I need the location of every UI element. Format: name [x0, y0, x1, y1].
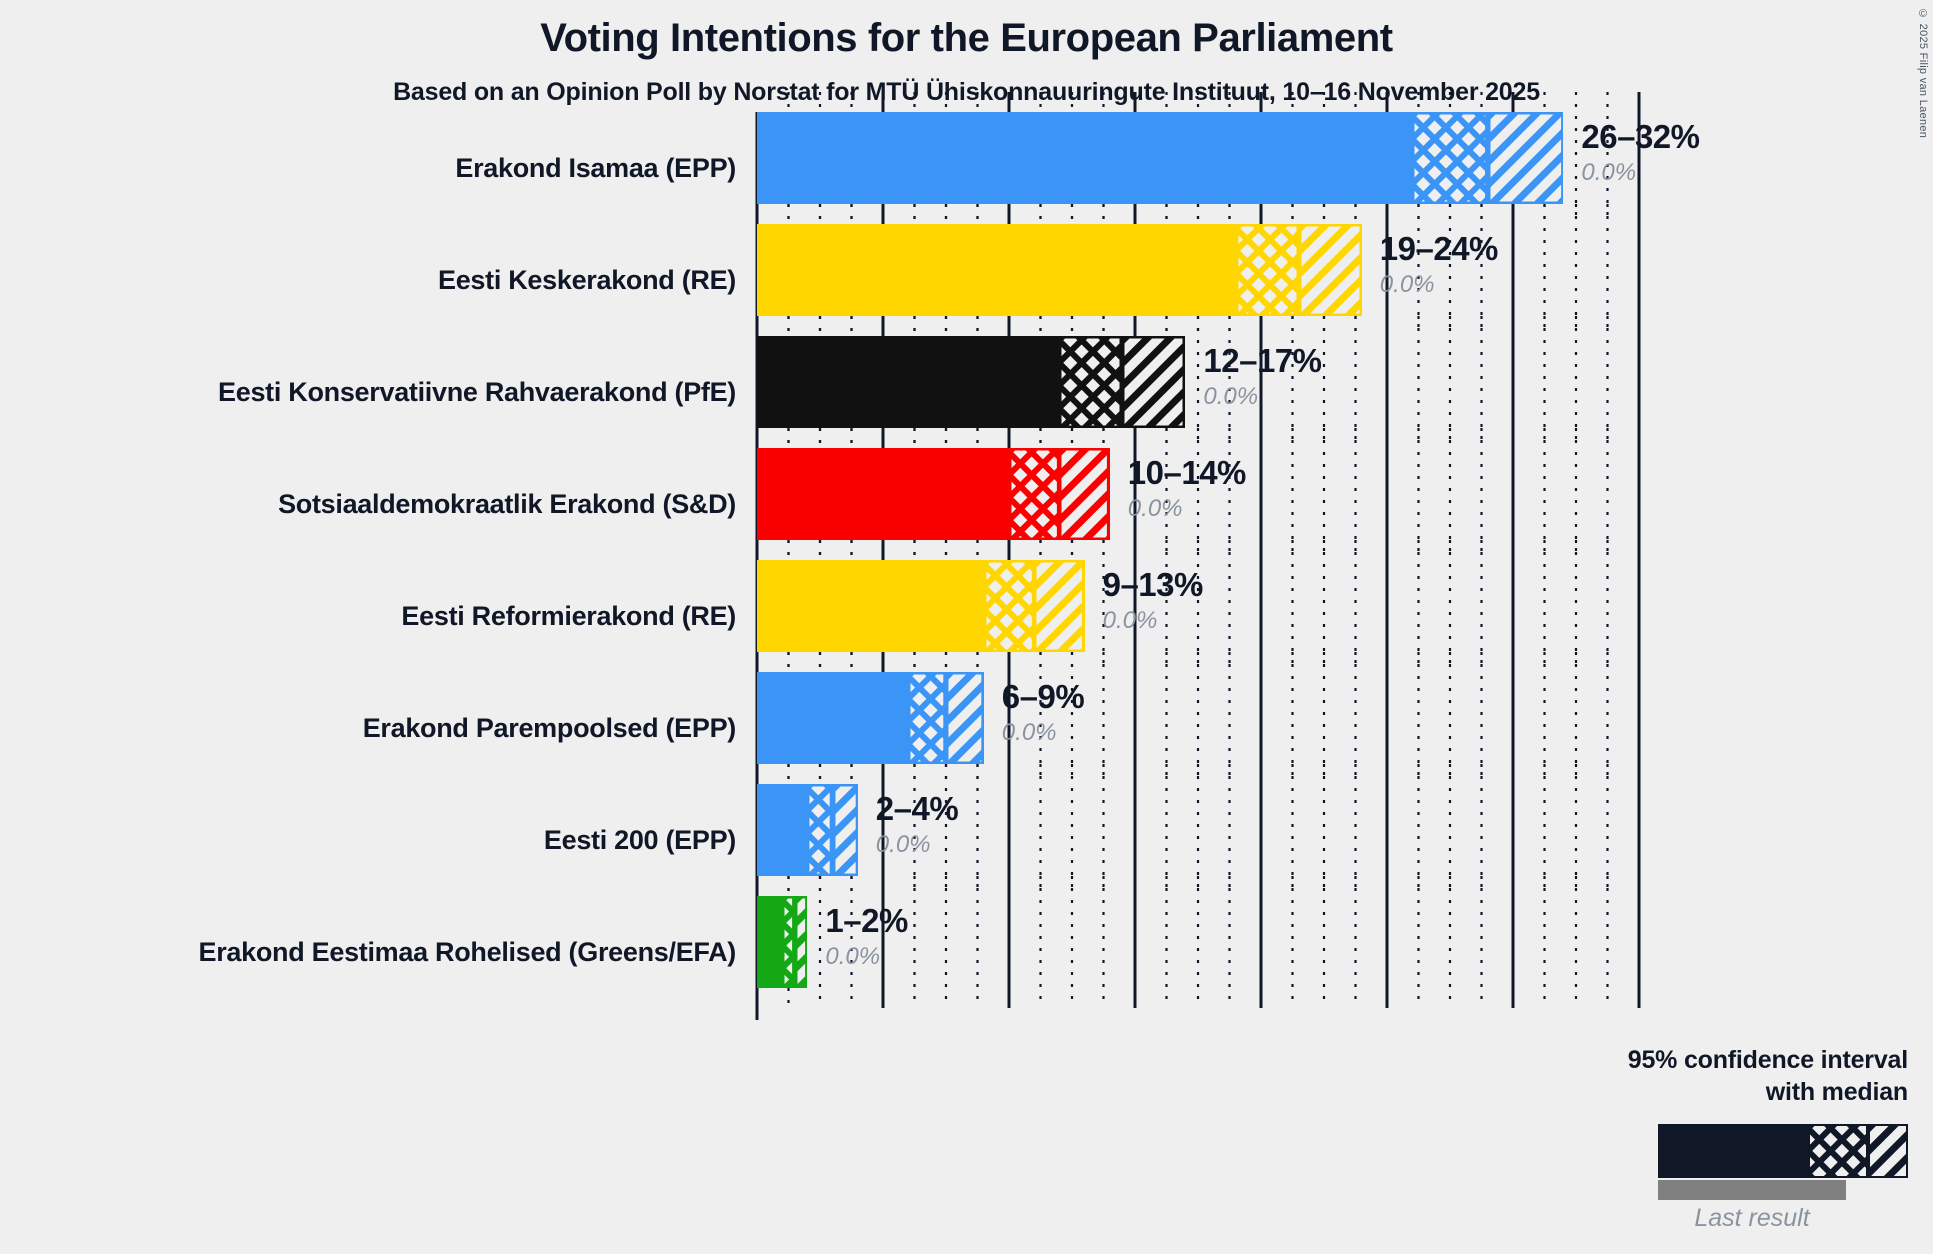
bar-segment-to-median	[1233, 221, 1302, 319]
last-result-value: 0.0%	[1001, 719, 1057, 746]
bar-segment-lower-bound	[757, 448, 1009, 540]
bar-segment-upper-bound	[792, 893, 810, 991]
value-labels: 1–2% 0.0%	[825, 900, 908, 972]
interval-range-label: 9–13%	[1102, 566, 1204, 603]
value-labels: 10–14% 0.0%	[1127, 452, 1247, 524]
bar-row: Eesti Keskerakond (RE) 19–24% 0.0%	[0, 221, 1933, 336]
bar-segment-lower-bound	[757, 672, 909, 764]
bar-segment-to-median	[779, 893, 798, 991]
legend-caption-line2: with median	[1765, 1078, 1908, 1106]
confidence-interval-bar	[757, 781, 861, 879]
confidence-interval-bar	[757, 221, 1365, 319]
bar-row: Eesti 200 (EPP) 2–4% 0.0%	[0, 781, 1933, 896]
confidence-interval-bar	[757, 109, 1566, 207]
last-result-value: 0.0%	[1203, 383, 1259, 410]
value-labels: 26–32% 0.0%	[1581, 116, 1700, 188]
bar-segment-to-median	[1409, 109, 1491, 207]
bar-segment-lower-bound	[757, 784, 808, 876]
bar-row: Erakond Parempoolsed (EPP) 6–9% 0.0%	[0, 669, 1933, 784]
last-result-value: 0.0%	[1581, 159, 1637, 186]
confidence-interval-bar	[757, 333, 1188, 431]
party-label: Erakond Parempoolsed (EPP)	[362, 712, 737, 743]
bar-segment-upper-bound	[1031, 557, 1088, 655]
interval-range-label: 2–4%	[875, 790, 959, 827]
confidence-interval-bar	[757, 893, 810, 991]
interval-range-label: 6–9%	[1001, 678, 1085, 715]
bar-segment-upper-bound	[943, 669, 987, 767]
bar-row: Erakond Eestimaa Rohelised (Greens/EFA) 1…	[0, 893, 1933, 1008]
bar-segment-to-median	[905, 669, 949, 767]
value-labels: 2–4% 0.0%	[875, 788, 959, 860]
bar-segment-lower-bound	[757, 224, 1236, 316]
copyright-notice: © 2025 Filip van Laenen	[1917, 8, 1929, 139]
legend-caption: 95% confidence interval with median	[1348, 1044, 1908, 1108]
legend-crosshatch-part	[1806, 1122, 1870, 1180]
bar-segment-upper-bound	[1119, 333, 1188, 431]
page-title: Voting Intentions for the European Parli…	[540, 16, 1393, 60]
last-result-value: 0.0%	[1102, 607, 1158, 634]
bar-segment-upper-bound	[1485, 109, 1566, 207]
interval-range-label: 1–2%	[825, 902, 908, 939]
bar-segment-upper-bound	[830, 781, 861, 879]
bar-row: Eesti Konservatiivne Rahvaerakond (PfE) 1…	[0, 333, 1933, 448]
bar-segment-to-median	[1056, 333, 1125, 431]
legend-interval-swatch	[1658, 1122, 1910, 1180]
party-label: Eesti Reformierakond (RE)	[401, 600, 736, 631]
legend-last-result-label: Last result	[1694, 1204, 1810, 1232]
bar-segment-to-median	[1006, 445, 1062, 543]
last-result-value: 0.0%	[825, 943, 881, 970]
party-label: Erakond Eestimaa Rohelised (Greens/EFA)	[198, 936, 737, 967]
legend-last-result-swatch	[1658, 1180, 1846, 1200]
legend-solid-part	[1658, 1124, 1808, 1178]
value-labels: 12–17% 0.0%	[1203, 340, 1322, 412]
chart-legend: 95% confidence interval with median Last…	[1348, 1044, 1910, 1232]
bar-segment-to-median	[981, 557, 1037, 655]
party-label: Eesti 200 (EPP)	[543, 824, 736, 855]
party-label: Eesti Keskerakond (RE)	[437, 264, 736, 295]
bar-segment-lower-bound	[757, 896, 783, 988]
interval-range-label: 10–14%	[1127, 454, 1247, 491]
legend-caption-line1: 95% confidence interval	[1627, 1046, 1908, 1074]
bar-segment-lower-bound	[757, 336, 1060, 428]
bar-row: Erakond Isamaa (EPP) 26–32% 0.0%	[0, 109, 1933, 224]
confidence-interval-bar	[757, 669, 987, 767]
value-labels: 9–13% 0.0%	[1102, 564, 1204, 636]
last-result-value: 0.0%	[875, 831, 931, 858]
value-labels: 19–24% 0.0%	[1379, 228, 1499, 300]
confidence-interval-bar	[757, 557, 1088, 655]
chart-subtitle: Based on an Opinion Poll by Norstat for …	[393, 78, 1540, 106]
last-result-value: 0.0%	[1127, 495, 1183, 522]
bar-segment-upper-bound	[1296, 221, 1365, 319]
party-label: Eesti Konservatiivne Rahvaerakond (PfE)	[218, 376, 736, 407]
bar-row: Eesti Reformierakond (RE) 9–13% 0.0%	[0, 557, 1933, 672]
last-result-value: 0.0%	[1379, 271, 1435, 298]
interval-range-label: 19–24%	[1379, 230, 1499, 267]
bar-segment-to-median	[804, 781, 836, 879]
bar-segment-lower-bound	[757, 112, 1413, 204]
bar-segment-lower-bound	[757, 560, 984, 652]
interval-range-label: 12–17%	[1203, 342, 1322, 379]
value-labels: 6–9% 0.0%	[1001, 676, 1085, 748]
bar-row: Sotsiaaldemokraatlik Erakond (S&D) 10–14%…	[0, 445, 1933, 560]
party-label: Erakond Isamaa (EPP)	[455, 152, 736, 183]
legend-diagonal-part	[1866, 1122, 1910, 1180]
bar-segment-upper-bound	[1056, 445, 1113, 543]
confidence-interval-bar	[757, 445, 1113, 543]
party-label: Sotsiaaldemokraatlik Erakond (S&D)	[278, 488, 736, 519]
interval-range-label: 26–32%	[1581, 118, 1700, 155]
